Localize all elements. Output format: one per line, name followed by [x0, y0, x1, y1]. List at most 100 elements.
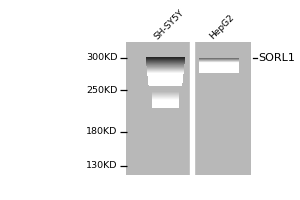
Bar: [148, 75, 183, 76]
Bar: [152, 102, 179, 103]
Bar: [146, 62, 184, 63]
Bar: [146, 61, 185, 62]
Bar: [199, 67, 239, 68]
Bar: [147, 70, 184, 71]
Bar: [147, 70, 184, 71]
Bar: [199, 63, 239, 64]
Bar: [199, 72, 239, 73]
Bar: [152, 106, 179, 107]
Bar: [199, 71, 239, 72]
Bar: [147, 73, 184, 74]
Bar: [152, 96, 179, 97]
Bar: [148, 83, 182, 84]
Bar: [146, 59, 185, 60]
Bar: [199, 64, 239, 65]
Text: 300KD: 300KD: [86, 53, 118, 62]
Bar: [199, 66, 239, 67]
Bar: [152, 101, 179, 102]
Bar: [148, 83, 182, 84]
Bar: [152, 93, 179, 94]
Bar: [199, 62, 239, 63]
Bar: [152, 98, 179, 99]
Bar: [199, 65, 239, 66]
Bar: [148, 77, 183, 78]
Bar: [199, 69, 239, 70]
Bar: [199, 66, 239, 67]
Bar: [152, 94, 179, 95]
Bar: [148, 82, 182, 83]
Bar: [126, 42, 251, 175]
Bar: [148, 83, 182, 84]
Bar: [147, 68, 184, 69]
Bar: [152, 97, 179, 98]
Bar: [148, 76, 183, 77]
Bar: [147, 74, 183, 75]
Bar: [152, 94, 179, 95]
Bar: [148, 81, 183, 82]
Bar: [199, 72, 239, 73]
Bar: [199, 58, 239, 59]
Bar: [152, 97, 179, 98]
Bar: [146, 64, 184, 65]
Bar: [152, 95, 179, 96]
Bar: [148, 77, 183, 78]
Bar: [199, 62, 239, 63]
Bar: [199, 64, 239, 65]
Bar: [152, 98, 179, 99]
Bar: [146, 60, 185, 61]
Bar: [152, 102, 179, 104]
Bar: [148, 80, 183, 81]
Bar: [147, 67, 184, 68]
Bar: [152, 93, 179, 94]
Bar: [199, 61, 239, 62]
Bar: [146, 58, 185, 59]
Bar: [199, 70, 239, 71]
Bar: [147, 73, 183, 74]
Bar: [146, 64, 184, 65]
Bar: [147, 72, 184, 73]
Bar: [199, 68, 239, 69]
Bar: [152, 103, 179, 104]
Bar: [146, 61, 185, 62]
Bar: [148, 79, 183, 80]
Bar: [199, 60, 239, 61]
Bar: [199, 59, 239, 60]
Bar: [146, 63, 184, 64]
Bar: [146, 65, 184, 66]
Bar: [147, 74, 183, 75]
Bar: [147, 67, 184, 68]
Bar: [152, 100, 179, 101]
Bar: [199, 59, 239, 60]
Bar: [148, 78, 183, 79]
Bar: [152, 107, 179, 108]
Bar: [146, 59, 185, 60]
Bar: [199, 58, 239, 59]
Bar: [199, 61, 239, 62]
Bar: [146, 66, 184, 67]
Bar: [148, 81, 183, 82]
Bar: [146, 64, 184, 65]
Bar: [147, 68, 184, 69]
Bar: [146, 57, 185, 58]
Bar: [147, 72, 184, 73]
Bar: [152, 101, 179, 103]
Bar: [147, 74, 183, 75]
Bar: [147, 71, 184, 72]
Bar: [146, 58, 185, 59]
Bar: [148, 80, 183, 81]
Bar: [146, 66, 184, 67]
Text: SORL1: SORL1: [258, 53, 295, 63]
Text: 250KD: 250KD: [86, 86, 118, 95]
Bar: [147, 73, 184, 74]
Bar: [147, 69, 184, 70]
Bar: [148, 82, 182, 83]
Bar: [199, 68, 239, 69]
Bar: [152, 104, 179, 105]
Bar: [199, 70, 239, 71]
Bar: [199, 71, 239, 72]
Bar: [152, 95, 179, 96]
Bar: [152, 106, 179, 108]
Bar: [199, 63, 239, 64]
Bar: [199, 67, 239, 68]
Text: SH-SY5Y: SH-SY5Y: [152, 8, 185, 41]
